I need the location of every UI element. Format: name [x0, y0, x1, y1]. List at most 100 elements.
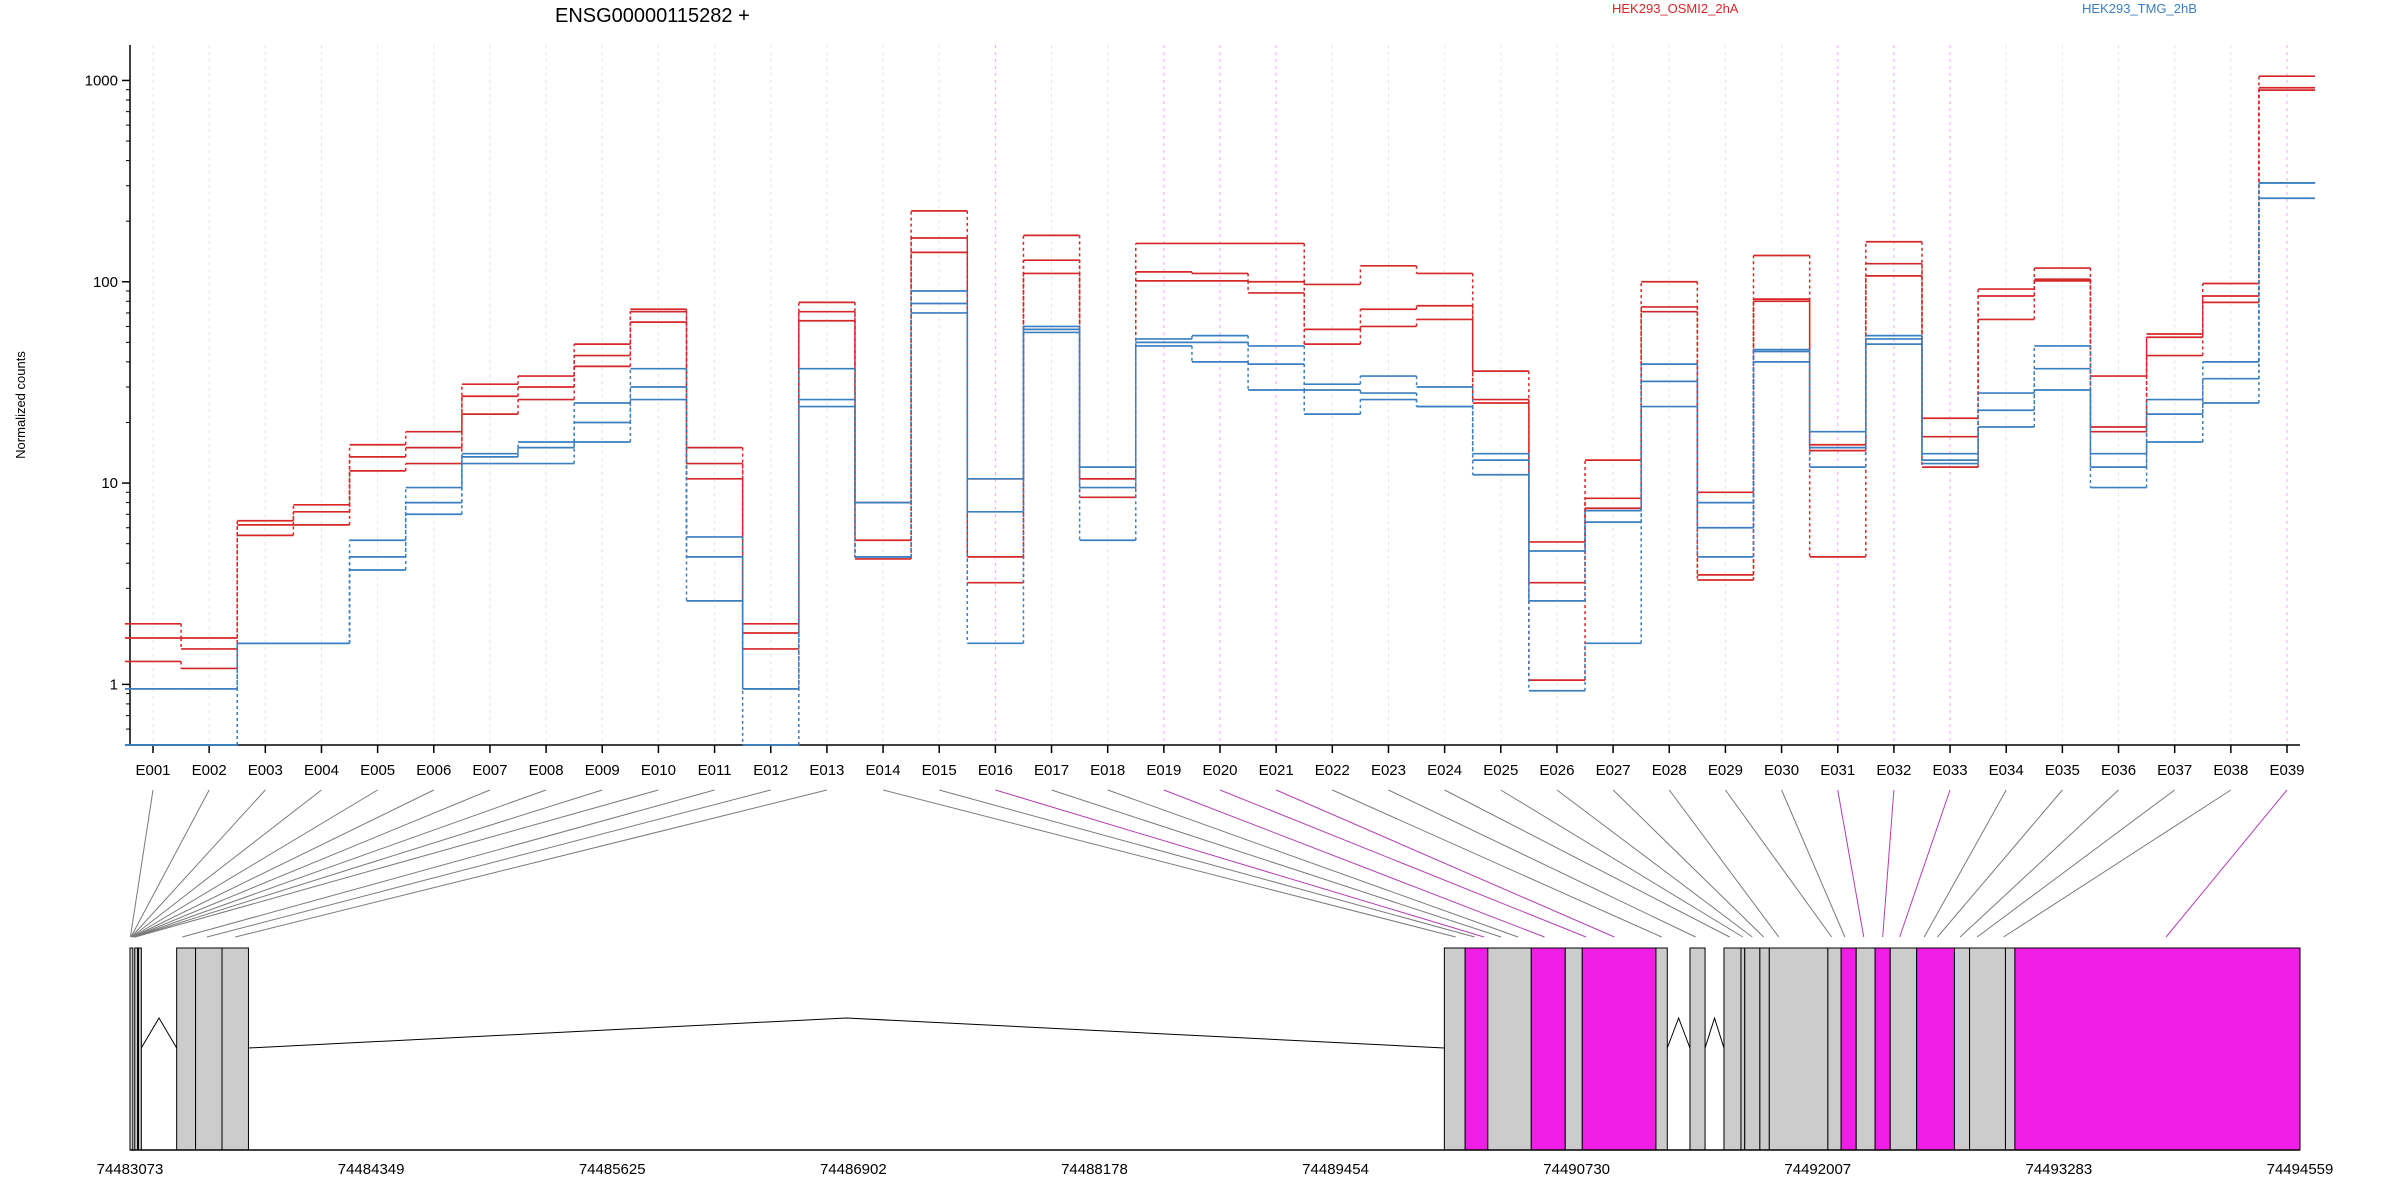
exon-block [1487, 947, 1532, 1151]
x-tick-label: E004 [304, 762, 339, 779]
y-tick-label: 1 [110, 676, 118, 693]
exon-block [1689, 947, 1706, 1151]
exon-link-line [1976, 789, 2175, 938]
exon-link-line [131, 789, 322, 938]
x-tick-label: E037 [2157, 762, 2192, 779]
x-tick-label: E013 [809, 762, 844, 779]
x-tick-label: E039 [2269, 762, 2304, 779]
exon-link-line [134, 789, 659, 938]
x-tick-label: E031 [1820, 762, 1855, 779]
x-tick-label: E011 [698, 762, 732, 779]
exon-link-line [1668, 789, 1780, 938]
exon-link-line [1837, 789, 1865, 938]
exon-link-line [1219, 789, 1587, 938]
exon-block [1759, 947, 1770, 1151]
exon-link-line [235, 789, 828, 938]
exon-link-line [995, 789, 1485, 938]
x-tick-label: E024 [1427, 762, 1462, 779]
legend-entry-osmi2: HEK293_OSMI2_2hA [1612, 1, 1739, 16]
x-tick-label: E005 [360, 762, 395, 779]
x-tick-label: E007 [472, 762, 507, 779]
exon-block [176, 947, 197, 1151]
exon-link-line [1612, 789, 1764, 938]
exon-block [1744, 947, 1761, 1151]
intron-line [1666, 1016, 1691, 1049]
exon-block [1889, 947, 1918, 1151]
y-tick-label: 1000 [85, 72, 118, 89]
x-tick-label: E006 [416, 762, 451, 779]
exon-block [1827, 947, 1842, 1151]
exon-link-line [882, 789, 1456, 938]
legend-entry-tmg: HEK293_TMG_2hB [2082, 1, 2197, 16]
exon-block [1740, 947, 1746, 1151]
exon-block [1530, 947, 1566, 1151]
exon-block [1564, 947, 1583, 1151]
exon-link-line [1556, 789, 1753, 938]
chart-title: ENSG00000115282 + [555, 5, 750, 27]
exon-block [221, 947, 249, 1151]
exon-link-line [1444, 789, 1730, 938]
x-tick-label: E026 [1539, 762, 1574, 779]
x-tick-label: E009 [585, 762, 620, 779]
exon-link-line [132, 789, 435, 938]
x-tick-label: E015 [922, 762, 957, 779]
intron-line [140, 1017, 178, 1049]
exon-link-line [1937, 789, 2063, 938]
genomic-tick-label: 74485625 [579, 1161, 646, 1178]
exon-block [134, 947, 139, 1151]
x-tick-label: E001 [135, 762, 170, 779]
exon-link-line [1051, 789, 1502, 938]
exon-link-line [129, 789, 154, 938]
x-tick-label: E020 [1202, 762, 1237, 779]
x-tick-label: E017 [1034, 762, 1069, 779]
x-tick-label: E027 [1596, 762, 1631, 779]
exon-link-line [2003, 789, 2232, 938]
intron-line [1704, 1016, 1725, 1049]
y-tick-label: 10 [101, 475, 118, 492]
exon-block [1953, 947, 1971, 1151]
exon-block [129, 947, 134, 1151]
genomic-tick-label: 74486902 [820, 1161, 887, 1178]
plot-area: 1 10 100 1000 E001 E002 E003 E004 E005 E006 E007 E0… [85, 45, 2316, 779]
exon-link-line [1959, 789, 2119, 938]
x-tick-label: E012 [753, 762, 788, 779]
exon-link-line [1107, 789, 1519, 938]
genomic-tick-label: 74483073 [97, 1161, 164, 1178]
exon-block [1464, 947, 1489, 1151]
x-tick-label: E008 [529, 762, 564, 779]
x-tick-label: E014 [866, 762, 901, 779]
exon-block [1874, 947, 1891, 1151]
x-tick-label: E019 [1146, 762, 1181, 779]
exon-link-line [1882, 789, 1895, 938]
intron-line [248, 1017, 1445, 1049]
exon-link-line [182, 789, 715, 938]
genomic-tick-label: 74489454 [1302, 1161, 1369, 1178]
exon-link-line [133, 789, 491, 938]
x-tick-label: E034 [1989, 762, 2024, 779]
exon-link-line [1781, 789, 1846, 938]
exon-block [1581, 947, 1657, 1151]
exon-block [1969, 947, 2006, 1151]
x-tick-label: E018 [1090, 762, 1125, 779]
genomic-tick-label: 74494559 [2267, 1161, 2334, 1178]
exon-block [2014, 947, 2301, 1151]
exon-block [2004, 947, 2016, 1151]
exon-link-line [1899, 789, 1951, 938]
exon-link-line [206, 789, 771, 938]
x-tick-label: E016 [978, 762, 1013, 779]
exon-link-line [1725, 789, 1833, 938]
exon-link-line [1923, 789, 2007, 938]
genomic-tick-label: 74484349 [338, 1161, 405, 1178]
exon-block [1916, 947, 1955, 1151]
exon-link-line [1163, 789, 1545, 938]
x-tick-label: E025 [1483, 762, 1518, 779]
y-tick-label: 100 [93, 274, 118, 291]
x-tick-label: E038 [2213, 762, 2248, 779]
x-tick-label: E022 [1315, 762, 1350, 779]
x-tick-label: E032 [1876, 762, 1911, 779]
genomic-tick-label: 74490730 [1543, 1161, 1610, 1178]
x-tick-label: E023 [1371, 762, 1406, 779]
exon-link-line [1332, 789, 1662, 938]
x-tick-label: E030 [1764, 762, 1799, 779]
